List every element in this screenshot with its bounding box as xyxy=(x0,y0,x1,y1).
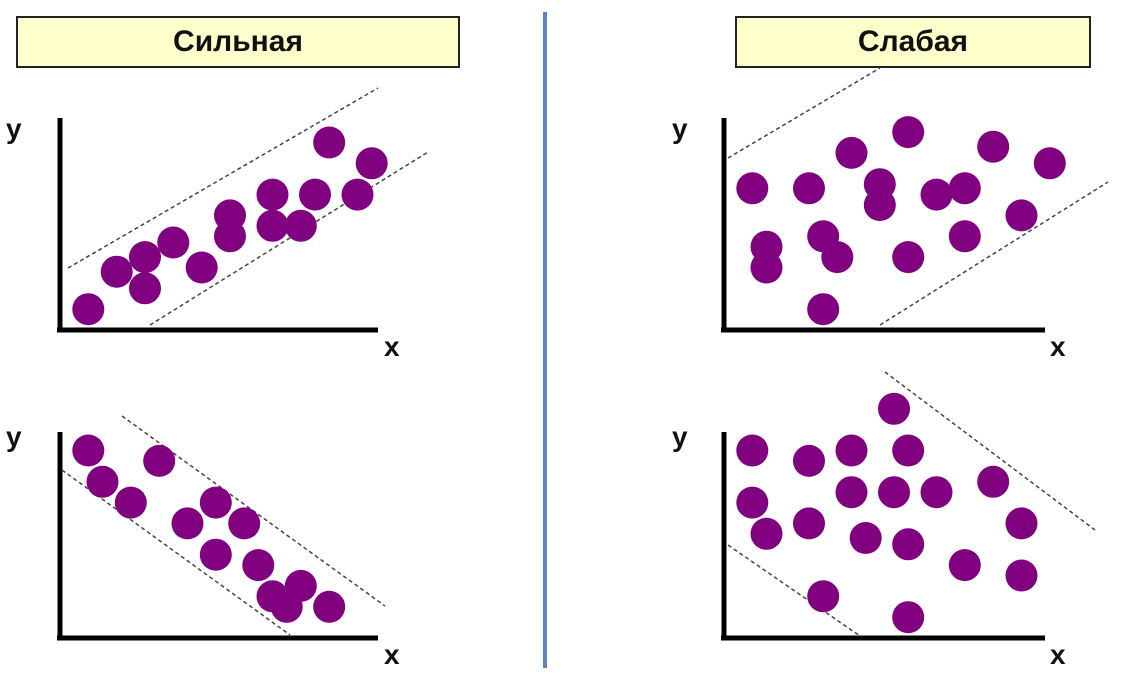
scatter-point-0 xyxy=(736,434,769,467)
scatter-point-13 xyxy=(341,178,374,211)
scatter-point-11 xyxy=(270,590,303,623)
x-axis-label: x xyxy=(384,331,400,362)
band-line-lower xyxy=(879,181,1109,326)
scatter-point-8 xyxy=(242,549,275,582)
scatter-point-2 xyxy=(750,517,783,550)
scatter-point-0 xyxy=(72,434,105,467)
scatter-point-15 xyxy=(977,465,1010,498)
scatter-point-1 xyxy=(86,465,119,498)
scatter-point-5 xyxy=(185,251,218,284)
scatter-point-12 xyxy=(313,126,346,159)
scatter-point-2 xyxy=(114,486,147,519)
band-line-upper xyxy=(727,67,881,159)
scatter-point-13 xyxy=(920,476,953,509)
scatter-point-8 xyxy=(256,178,289,211)
scatter-point-11 xyxy=(299,178,331,211)
band-line-lower xyxy=(149,151,429,326)
scatter-point-5 xyxy=(199,486,232,519)
scatter-point-14 xyxy=(948,172,981,205)
scatter-point-2 xyxy=(129,241,161,274)
scatter-point-12 xyxy=(313,590,346,623)
scatter-point-4 xyxy=(793,507,825,540)
scatter-point-10 xyxy=(892,116,925,149)
scatter-point-14 xyxy=(355,147,388,180)
scatter-point-3 xyxy=(793,444,825,477)
scatter-point-12 xyxy=(920,178,953,211)
scatter-point-9 xyxy=(256,209,289,242)
scatter-point-18 xyxy=(878,392,910,425)
header-weak: Слабая xyxy=(735,16,1091,68)
scatter-point-10 xyxy=(878,476,910,509)
y-axis-label: y xyxy=(6,421,22,452)
scatter-point-3 xyxy=(793,172,825,205)
y-axis-label: y xyxy=(6,113,22,144)
scatter-point-2 xyxy=(750,251,783,284)
scatter-point-3 xyxy=(129,272,161,305)
scatter-point-11 xyxy=(892,241,925,274)
x-axis-label: x xyxy=(1050,639,1066,670)
scatter-point-7 xyxy=(835,136,868,169)
scatter-point-10 xyxy=(284,209,317,242)
scatter-point-15 xyxy=(977,130,1010,163)
scatter-point-16 xyxy=(1005,199,1038,232)
scatter-point-9 xyxy=(892,434,925,467)
band-line-lower xyxy=(61,469,291,636)
scatter-point-6 xyxy=(835,434,868,467)
vertical-divider xyxy=(543,12,547,668)
band-line-upper xyxy=(884,371,1096,531)
scatter-point-7 xyxy=(214,220,246,253)
scatter-point-17 xyxy=(1005,559,1038,592)
scatter-point-1 xyxy=(736,486,769,519)
plot-weak-positive: y x xyxy=(672,67,1109,362)
scatter-point-5 xyxy=(807,580,840,613)
scatter-point-12 xyxy=(892,601,925,634)
scatter-point-8 xyxy=(849,522,882,554)
band-line-lower xyxy=(727,544,861,637)
scatter-point-6 xyxy=(199,538,232,571)
scatter-point-1 xyxy=(100,255,133,288)
scatter-point-4 xyxy=(157,226,190,259)
scatter-point-6 xyxy=(807,293,840,326)
scatter-point-7 xyxy=(228,507,261,540)
header-strong: Сильная xyxy=(16,16,460,68)
scatter-point-5 xyxy=(821,241,854,274)
header-strong-label: Сильная xyxy=(173,25,303,58)
plot-weak-negative: y x xyxy=(672,371,1096,670)
scatter-point-0 xyxy=(72,293,105,326)
header-weak-label: Слабая xyxy=(857,25,969,58)
scatter-point-3 xyxy=(143,444,176,477)
scatter-point-13 xyxy=(948,220,981,253)
scatter-point-4 xyxy=(171,507,204,540)
scatter-point-16 xyxy=(1005,507,1038,540)
scatter-point-9 xyxy=(863,168,896,201)
scatter-point-0 xyxy=(736,172,769,205)
scatter-point-7 xyxy=(835,476,868,509)
x-axis-label: x xyxy=(384,639,400,670)
plot-strong-positive: y x xyxy=(6,87,429,362)
scatter-point-17 xyxy=(1033,147,1066,180)
scatter-point-14 xyxy=(948,549,981,582)
scatter-point-11 xyxy=(892,528,925,561)
y-axis-label: y xyxy=(672,113,688,144)
x-axis-label: x xyxy=(1050,331,1066,362)
plot-strong-negative: y x xyxy=(6,415,400,670)
y-axis-label: y xyxy=(672,421,688,452)
band-line-upper xyxy=(67,87,379,269)
